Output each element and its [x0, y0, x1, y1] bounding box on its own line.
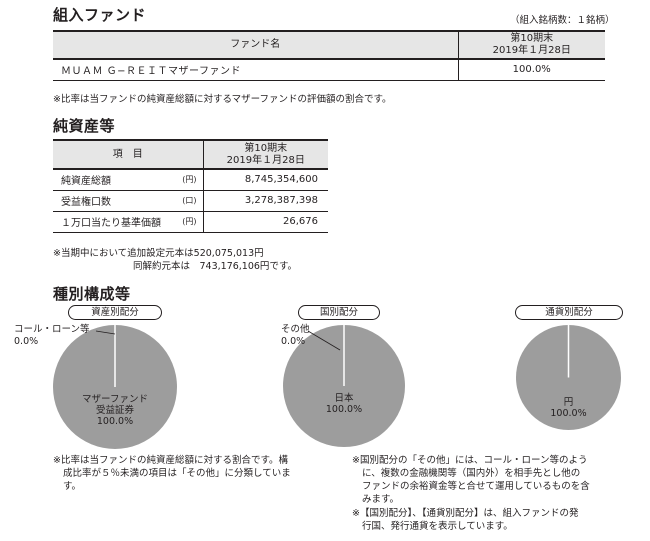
- country-callout-name: その他: [281, 324, 310, 335]
- row-label: １万口当たり基準価額: [53, 211, 163, 233]
- period-header: 第10期末 2019年１月28日: [457, 30, 605, 60]
- row-value: 26,676: [202, 211, 328, 233]
- asset-period-label: 第10期末: [244, 142, 288, 154]
- row-value: 3,278,387,398: [202, 190, 328, 212]
- table-row: ＭＵＡＭ Ｇ−ＲＥＩＴマザーファンド 100.0%: [53, 59, 605, 81]
- period-header-label: 第10期末: [510, 33, 554, 44]
- composition-note-left-1: ※比率は当ファンドの純資産総額に対する割合です。構: [53, 455, 289, 466]
- composition-note-right-3: ファンドの余裕資金等と合せて運用しているものを含: [362, 481, 590, 492]
- country-main-value: 100.0%: [325, 404, 363, 415]
- fund-count-note: （組入銘柄数：１銘柄）: [510, 15, 615, 26]
- row-label: 純資産総額: [53, 169, 163, 191]
- asset-allocation-label: 資産別配分: [68, 305, 162, 320]
- asset-period-header: 第10期末 2019年１月28日: [202, 139, 328, 170]
- currency-main-name: 円: [563, 397, 574, 408]
- country-allocation-pie: [283, 325, 405, 447]
- row-unit: (円): [163, 169, 203, 191]
- asset-main-value: 100.0%: [96, 416, 134, 427]
- item-header: 項 目: [53, 139, 203, 170]
- fund-name: ＭＵＡＭ Ｇ−ＲＥＩＴマザーファンド: [53, 59, 458, 81]
- period-header-date: 2019年１月28日: [492, 45, 571, 56]
- composition-note-right-1: ※国別配分の「その他」には、コール・ローン等のよう: [352, 455, 588, 466]
- table-row: 純資産総額 (円) 8,745,354,600: [53, 169, 328, 191]
- fund-name-header: ファンド名: [53, 30, 458, 60]
- country-allocation-label: 国別配分: [298, 305, 380, 320]
- asset-section-title: 純資産等: [53, 117, 116, 135]
- fund-table: ファンド名 第10期末 2019年１月28日 ＭＵＡＭ Ｇ−ＲＥＩＴマザーファン…: [53, 30, 605, 81]
- country-main-name: 日本: [334, 393, 354, 404]
- row-unit: (口): [163, 190, 203, 212]
- asset-callout-value: 0.0%: [14, 336, 39, 347]
- composition-note-right-6: 行国、発行通貨を表示しています。: [362, 521, 513, 532]
- fund-table-header: ファンド名 第10期末 2019年１月28日: [53, 30, 605, 60]
- asset-note-2: 同解約元本は 743,176,106円です。: [133, 261, 297, 272]
- composition-note-right-4: みます。: [362, 494, 400, 505]
- currency-allocation-pie: [516, 325, 621, 430]
- asset-main-name-2: 受益証券: [95, 405, 134, 416]
- fund-ratio: 100.0%: [457, 59, 605, 81]
- asset-allocation-pie: [53, 325, 177, 449]
- composition-note-left-2: 成比率が５％未満の項目は「その他」に分類していま: [63, 468, 291, 479]
- composition-section-title: 種別構成等: [53, 285, 131, 303]
- asset-note-1: ※当期中において追加設定元本は520,075,013円: [53, 248, 264, 259]
- country-callout-value: 0.0%: [281, 336, 306, 347]
- currency-main-value: 100.0%: [550, 408, 587, 419]
- composition-note-right-5: ※【国別配分】、【通貨別配分】は、組入ファンドの発: [352, 508, 579, 519]
- table-row: 受益権口数 (口) 3,278,387,398: [53, 190, 328, 212]
- row-value: 8,745,354,600: [202, 169, 328, 191]
- row-label: 受益権口数: [53, 190, 163, 212]
- asset-callout-name: コール・ローン等: [14, 324, 90, 335]
- row-unit: (円): [163, 211, 203, 233]
- currency-allocation-label: 通貨別配分: [515, 305, 623, 320]
- asset-period-date: 2019年１月28日: [226, 154, 305, 166]
- composition-note-left-3: す。: [63, 481, 82, 492]
- fund-section-title: 組入ファンド: [53, 6, 147, 24]
- asset-table: 項 目 第10期末 2019年１月28日 純資産総額 (円) 8,745,354…: [53, 139, 328, 233]
- fund-note: ※比率は当ファンドの純資産総額に対するマザーファンドの評価額の割合です。: [53, 94, 392, 105]
- asset-table-header: 項 目 第10期末 2019年１月28日: [53, 139, 328, 170]
- asset-main-name-1: マザーファンド: [82, 394, 148, 405]
- table-row: １万口当たり基準価額 (円) 26,676: [53, 211, 328, 233]
- composition-note-right-2: に、複数の金融機関等（国内外）を相手先とし他の: [362, 468, 581, 479]
